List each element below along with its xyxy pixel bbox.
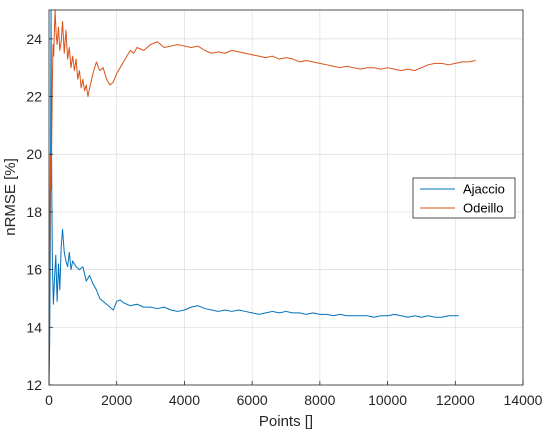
series-line-odeillo (48, 9, 476, 380)
x-tick-label: 10000 (368, 392, 407, 408)
x-axis-label: Points [] (259, 413, 313, 430)
y-tick-label: 16 (26, 262, 42, 278)
legend: Ajaccio Odeillo (412, 177, 516, 219)
x-tick-label: 6000 (237, 392, 268, 408)
y-tick-label: 12 (26, 377, 42, 393)
x-tick-label: 4000 (169, 392, 200, 408)
ticks (48, 38, 524, 386)
series-line-ajaccio (48, 9, 459, 386)
legend-label-ajaccio: Ajaccio (463, 182, 505, 197)
legend-label-odeillo: Odeillo (463, 201, 503, 216)
y-tick-label: 22 (26, 89, 42, 105)
x-tick-label: 0 (45, 392, 53, 408)
y-tick-label: 18 (26, 204, 42, 220)
y-tick-label: 14 (26, 319, 42, 335)
y-axis-label: nRMSE [%] (2, 158, 19, 236)
x-tick-label: 2000 (101, 392, 132, 408)
x-tick-labels: 0 2000 4000 6000 8000 10000 12000 14000 (45, 392, 543, 408)
y-tick-labels: 12 14 16 18 20 22 24 (26, 31, 42, 393)
y-tick-label: 24 (26, 31, 42, 47)
x-tick-label: 12000 (436, 392, 475, 408)
x-tick-label: 8000 (304, 392, 335, 408)
legend-box (412, 177, 516, 219)
x-tick-label: 14000 (504, 392, 543, 408)
plot-frame (48, 9, 524, 386)
y-tick-label: 20 (26, 146, 42, 162)
series-layer (48, 9, 476, 386)
